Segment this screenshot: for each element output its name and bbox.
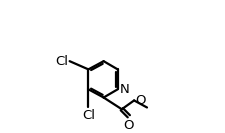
Text: Cl: Cl [55,55,68,68]
Text: N: N [119,83,129,96]
Text: O: O [123,119,133,132]
Text: O: O [135,94,145,107]
Text: Cl: Cl [81,109,94,122]
